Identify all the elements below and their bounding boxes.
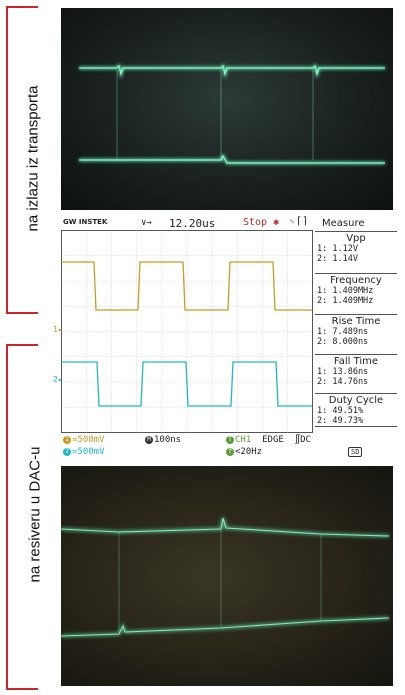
- trigger-frequency: f <20Hz: [226, 447, 262, 457]
- ch1-ground-marker: 1▸: [53, 325, 63, 334]
- horizontal-badge-icon: M: [145, 435, 153, 444]
- ch2-trace: [61, 361, 312, 407]
- bottom-bracket: [6, 344, 38, 690]
- measure-panel: Measure Vpp 1: 1.12V 2: 1.14V Frequency …: [314, 216, 398, 433]
- horizontal-scale: M 100ns: [145, 435, 181, 445]
- waveform-grid: [61, 230, 313, 433]
- measure-duty-cycle[interactable]: Duty Cycle 1: 49.51% 2: 49.73%: [315, 393, 397, 427]
- ch2-scale: 2 =500mV: [63, 447, 105, 457]
- measure-rise-time[interactable]: Rise Time 1: 7.489ns 2: 8.000ns: [315, 314, 397, 347]
- measure-frequency[interactable]: Frequency 1: 1.409MHz 2: 1.409MHz: [315, 273, 397, 306]
- bottom-annotation: na resiveru u DAC-u: [26, 446, 44, 583]
- sd-card-icon: SD: [348, 447, 363, 457]
- timebase-position: 12.20us: [169, 217, 216, 230]
- scope-bottom-bar: 1 =500mV 2 =500mV M 100ns T CH1 EDGE ∬DC f <2…: [61, 434, 398, 460]
- ch1-trace: [61, 261, 312, 311]
- timebase-arrows-icon: ∨→: [141, 218, 152, 228]
- top-bracket: [6, 6, 38, 314]
- measure-fall-time[interactable]: Fall Time 1: 13.86ns 2: 14.76ns: [315, 354, 397, 387]
- trigger-badge-icon: T: [226, 435, 234, 444]
- run-status: Stop ✱: [243, 217, 280, 228]
- trigger-info: T CH1 EDGE ∬DC: [226, 435, 311, 445]
- top-scope-photo: [61, 8, 393, 210]
- scope-status-bar: GW INSTEK ∨→ 12.20us Stop ✱ ⌍⌈⌉: [61, 216, 313, 230]
- trigger-freq-badge-icon: f: [226, 447, 234, 456]
- ch2-badge-icon: 2: [63, 447, 71, 456]
- trigger-level-icon: ⌍⌈⌉: [290, 216, 309, 227]
- ch1-scale: 1 =500mV: [63, 435, 105, 445]
- bottom-scope-photo: [61, 466, 393, 686]
- rising-edge-icon: ∬: [294, 435, 301, 445]
- top-annotation: na izlazu iz transporta: [24, 85, 42, 232]
- stop-icon: ✱: [273, 217, 280, 228]
- scope-screen: GW INSTEK ∨→ 12.20us Stop ✱ ⌍⌈⌉ 1▸ 2▸ Me…: [53, 216, 398, 460]
- measure-vpp[interactable]: Vpp 1: 1.12V 2: 1.14V: [315, 231, 397, 264]
- ch2-ground-marker: 2▸: [53, 375, 63, 384]
- ch1-badge-icon: 1: [63, 435, 71, 444]
- measure-title: Measure: [322, 218, 365, 229]
- brand-logo: GW INSTEK: [63, 218, 108, 226]
